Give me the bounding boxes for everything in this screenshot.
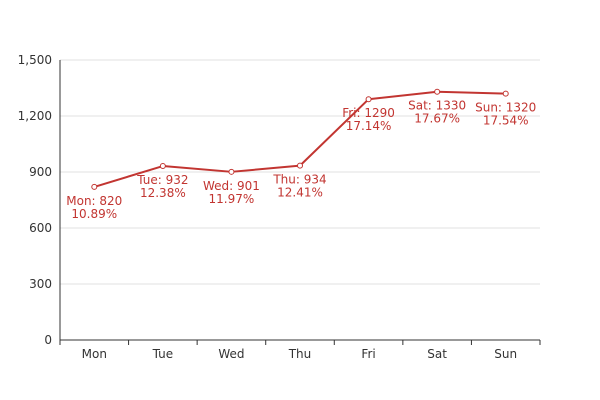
axes [59, 60, 541, 345]
y-tick-label: 0 [44, 333, 52, 347]
percent-label: 12.41% [277, 186, 323, 200]
y-tick-label: 900 [29, 165, 52, 179]
x-tick-label: Wed [218, 347, 244, 361]
data-label: Tue: 932 [136, 173, 188, 187]
data-label: Sat: 1330 [408, 99, 466, 113]
percent-label: 17.67% [414, 112, 460, 126]
x-tick-label: Mon [82, 347, 107, 361]
percent-label: 10.89% [71, 207, 117, 221]
data-point [159, 163, 166, 170]
data-point [91, 183, 98, 190]
data-label: Thu: 934 [272, 173, 326, 187]
percent-label: 11.97% [209, 192, 255, 206]
x-tick-label: Tue [152, 347, 174, 361]
data-point-markers [91, 88, 509, 190]
y-axis-tick-labels: 0 300 600 900 1,200 1,500 [18, 53, 52, 347]
data-point [502, 90, 509, 97]
y-tick-label: 300 [29, 277, 52, 291]
percent-label: 17.14% [346, 119, 392, 133]
data-point [297, 162, 303, 169]
x-tick-label: Sat [427, 347, 447, 361]
percent-label: 17.54% [483, 114, 529, 128]
y-tick-label: 1,200 [18, 109, 52, 123]
data-label: Sun: 1320 [475, 101, 536, 115]
percent-label: 12.38% [140, 186, 186, 200]
y-tick-label: 600 [29, 221, 52, 235]
data-label: Wed: 901 [203, 179, 260, 193]
data-label: Fri: 1290 [342, 106, 395, 120]
data-point [228, 168, 235, 175]
y-tick-label: 1,500 [18, 53, 52, 67]
data-point [434, 88, 441, 95]
data-point [365, 96, 372, 103]
x-axis-tick-labels: Mon Tue Wed Thu Fri Sat Sun [82, 347, 517, 361]
x-tick-label: Fri [361, 347, 375, 361]
data-label: Mon: 820 [66, 194, 122, 208]
x-tick-label: Thu [288, 347, 312, 361]
x-tick-label: Sun [494, 347, 517, 361]
